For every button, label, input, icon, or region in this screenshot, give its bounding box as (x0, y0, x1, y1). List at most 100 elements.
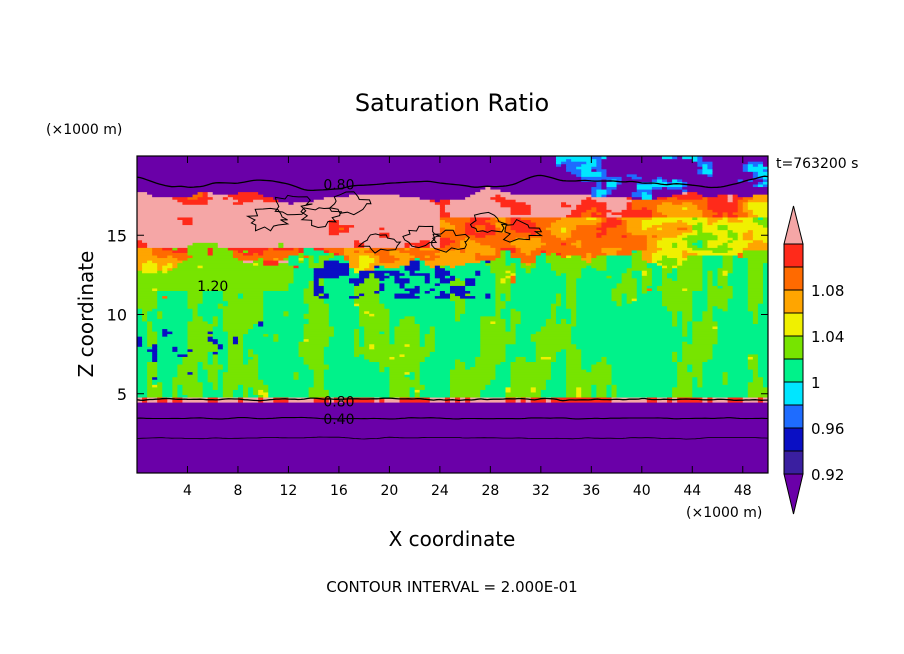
field-cell (490, 292, 497, 297)
field-cell (424, 384, 451, 388)
field-cell (697, 191, 768, 195)
field-cell (354, 285, 380, 289)
field-cell (566, 363, 582, 368)
field-cell (283, 242, 355, 246)
field-cell (338, 275, 360, 279)
field-cell (561, 320, 567, 324)
field-cell (646, 285, 658, 289)
field-cell (414, 389, 421, 393)
field-cell (500, 204, 532, 208)
field-cell (419, 257, 436, 261)
field-cell (757, 171, 768, 175)
field-cell (465, 282, 476, 286)
field-cell (606, 181, 618, 185)
field-cell (586, 216, 597, 220)
field-cell (258, 361, 305, 365)
field-cell (606, 384, 613, 388)
field-cell (505, 394, 542, 398)
field-cell (636, 298, 663, 302)
field-cell (147, 386, 163, 390)
field-cell (465, 310, 497, 314)
field-cell (500, 277, 507, 281)
field-cell (667, 181, 673, 185)
field-cell (137, 275, 295, 279)
field-cell (480, 315, 502, 319)
field-cell (187, 371, 194, 375)
field-cell (571, 313, 577, 317)
field-cell (354, 249, 360, 253)
field-cell (752, 374, 759, 378)
field-cell (328, 249, 345, 253)
field-cell (626, 267, 653, 271)
field-cell (354, 300, 380, 304)
field-cell (621, 298, 628, 302)
field-cell (303, 292, 315, 297)
field-cell (651, 214, 668, 218)
field-cell (672, 244, 678, 248)
field-cell (364, 330, 380, 335)
field-cell (611, 396, 648, 401)
field-cell (197, 374, 209, 378)
field-cell (555, 163, 562, 167)
field-cell (667, 254, 683, 259)
field-cell (137, 242, 148, 246)
field-cell (227, 363, 259, 368)
field-cell (490, 295, 497, 299)
field-cell (444, 275, 451, 279)
field-cell (672, 318, 678, 322)
field-cell (449, 295, 461, 299)
field-cell (717, 224, 729, 228)
field-cell (707, 285, 719, 289)
field-cell (394, 338, 421, 342)
field-cell (222, 371, 259, 375)
field-cell (227, 351, 244, 355)
field-cell (505, 262, 512, 266)
field-cell (626, 229, 693, 233)
field-cell (449, 379, 491, 383)
field-cell (561, 237, 567, 241)
field-cell (308, 366, 330, 370)
field-cell (298, 252, 305, 256)
field-cell (672, 242, 678, 246)
field-cell (338, 396, 345, 401)
field-cell (207, 199, 239, 203)
field-cell (444, 206, 512, 210)
field-cell (717, 267, 734, 271)
field-cell (207, 252, 214, 256)
field-cell (222, 394, 234, 398)
field-cell (318, 295, 330, 299)
field-cell (566, 356, 582, 360)
field-cell (510, 376, 552, 380)
field-cell (561, 163, 567, 167)
field-cell (576, 280, 623, 284)
field-cell (752, 239, 764, 243)
field-cell (278, 262, 290, 266)
field-cell (298, 348, 325, 352)
field-cell (399, 275, 426, 279)
colorbar-label: 1.08 (811, 282, 844, 300)
field-cell (465, 303, 497, 307)
field-cell (298, 376, 315, 380)
x-tick-label: 4 (183, 483, 192, 499)
field-cell (212, 325, 224, 330)
field-cell (268, 247, 274, 251)
field-cell (576, 224, 603, 228)
field-cell (601, 221, 623, 226)
field-cell (616, 249, 633, 253)
field-cell (712, 348, 768, 352)
field-cell (495, 247, 502, 251)
field-cell (359, 275, 370, 279)
field-cell (192, 308, 199, 312)
field-cell (308, 259, 315, 264)
field-cell (672, 201, 683, 205)
field-cell (212, 196, 224, 200)
field-cell (727, 242, 749, 246)
field-cell (354, 290, 375, 294)
field-cell (571, 254, 582, 259)
field-cell (550, 396, 613, 401)
field-cell (429, 290, 441, 294)
field-cell (687, 234, 719, 238)
field-cell (717, 211, 724, 215)
field-cell (545, 249, 603, 253)
